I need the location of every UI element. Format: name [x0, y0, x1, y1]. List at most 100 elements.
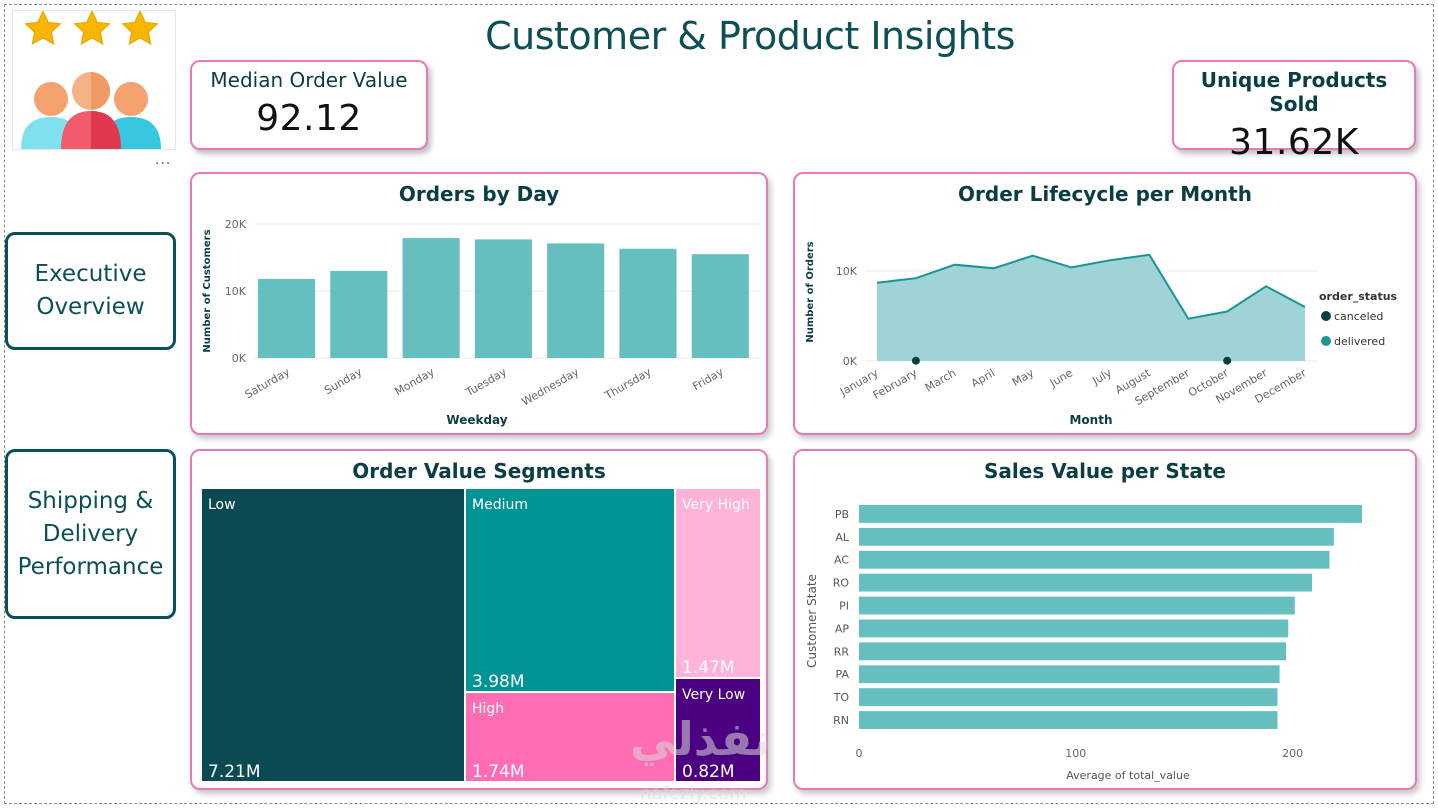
chart-title: Orders by Day	[398, 182, 560, 206]
legend-label[interactable]: delivered	[1334, 335, 1385, 348]
canceled-point[interactable]	[1223, 356, 1232, 365]
treemap-label: Low	[208, 497, 236, 513]
stars-and-people-icon	[21, 9, 161, 149]
x-tick-label: Monday	[393, 365, 438, 398]
logo	[12, 9, 176, 150]
treemap-value: 3.98M	[472, 672, 525, 692]
sales-value-per-state-card: Sales Value per State PB AL AC RO PI AP RR PA TO…	[793, 449, 1417, 790]
bar[interactable]	[330, 270, 388, 358]
x-tick-label: February	[871, 366, 920, 402]
y-tick-label: 0K	[843, 355, 858, 368]
treemap-label: Very High	[682, 497, 750, 513]
y-tick-label: 10K	[225, 285, 247, 298]
star-icon	[121, 9, 159, 46]
nav-executive-overview-button[interactable]: Executive Overview	[5, 232, 176, 350]
bar[interactable]	[258, 278, 316, 358]
x-tick-label: Wednesday	[520, 365, 582, 408]
y-tick-label: AC	[834, 554, 849, 567]
y-tick-label: AL	[835, 531, 850, 544]
x-tick-label: April	[969, 366, 997, 390]
treemap-value: 7.21M	[208, 762, 261, 782]
x-tick-label: Tuesday	[463, 365, 510, 399]
legend-title: order_status	[1319, 290, 1398, 303]
kpi-median-order-value: Median Order Value 92.12	[190, 60, 428, 150]
kpi-value: 92.12	[256, 98, 362, 139]
x-tick-label: Thursday	[602, 365, 654, 403]
x-axis-label: Month	[1069, 413, 1112, 427]
x-tick-label: Saturday	[243, 365, 293, 401]
treemap-cell[interactable]	[466, 693, 674, 781]
nav-shipping-delivery-button[interactable]: Shipping & Delivery Performance	[5, 449, 176, 619]
bar[interactable]	[859, 688, 1278, 707]
page-title: Customer & Product Insights	[485, 14, 1015, 58]
chart-title: Order Value Segments	[352, 459, 606, 483]
kpi-label: Unique Products Sold	[1200, 68, 1388, 116]
treemap-value: 1.47M	[682, 658, 735, 678]
canceled-point[interactable]	[911, 356, 920, 365]
line-delivered[interactable]	[876, 253, 1306, 320]
treemap-label: Very Low	[682, 687, 745, 703]
y-axis-label: Customer State	[805, 574, 819, 668]
bar[interactable]	[859, 711, 1278, 729]
kpi-unique-products-sold: Unique Products Sold 31.62K	[1172, 60, 1416, 163]
y-axis-label: Number of Orders	[805, 241, 816, 342]
orders-by-day-chart: 0K 10K 20K Saturday Sunday Monday Tuesday Wedne…	[202, 218, 760, 427]
treemap-label: Medium	[472, 497, 528, 513]
legend-marker[interactable]	[1321, 311, 1331, 321]
y-tick-label: 0K	[232, 352, 247, 365]
y-axis-label: Number of Customers	[202, 229, 213, 352]
more-options-icon[interactable]: ...	[155, 152, 172, 168]
y-tick-label: TO	[833, 691, 850, 704]
x-tick-label: 0	[856, 747, 863, 760]
x-tick-label: 100	[1065, 747, 1086, 760]
bar[interactable]	[859, 596, 1295, 615]
order-lifecycle-card: Order Lifecycle per Month 0K 10K January Fe…	[793, 172, 1417, 435]
chart-title: Order Lifecycle per Month	[958, 182, 1252, 206]
chart-title: Sales Value per State	[984, 459, 1226, 483]
watermark-url: nafezly.com	[640, 783, 747, 804]
legend-marker[interactable]	[1321, 336, 1331, 346]
x-tick-label: June	[1047, 366, 1075, 390]
x-axis-label: Weekday	[446, 413, 507, 427]
bar[interactable]	[859, 550, 1330, 569]
bar[interactable]	[547, 243, 605, 358]
y-tick-label: PA	[836, 668, 850, 681]
legend-label[interactable]: canceled	[1334, 310, 1383, 323]
y-tick-label: 10K	[836, 265, 858, 278]
order-value-treemap: Low 7.21M Medium 3.98M Very High 1.47M High 1.7…	[202, 489, 760, 782]
bar[interactable]	[859, 573, 1313, 592]
treemap-cell[interactable]	[676, 679, 760, 781]
bar[interactable]	[474, 239, 532, 358]
bar[interactable]	[402, 238, 460, 358]
bar[interactable]	[859, 505, 1362, 523]
y-tick-label: PI	[839, 600, 849, 613]
bar[interactable]	[619, 248, 677, 358]
orders-by-day-card: Orders by Day 0K 10K 20K Saturday Sunday Mond…	[190, 172, 768, 435]
x-tick-label: May	[1010, 366, 1037, 389]
bar[interactable]	[691, 254, 749, 358]
treemap-value: 1.74M	[472, 762, 525, 782]
x-axis-label: Average of total_value	[1066, 769, 1190, 782]
bar[interactable]	[859, 665, 1280, 684]
treemap-label: High	[472, 701, 504, 717]
page-frame	[4, 4, 1434, 804]
x-tick-label: Friday	[690, 365, 726, 393]
bar[interactable]	[859, 527, 1334, 546]
y-tick-label: 20K	[225, 218, 247, 231]
bar[interactable]	[859, 642, 1287, 661]
star-icon	[73, 9, 111, 46]
kpi-value: 31.62K	[1229, 122, 1359, 163]
area-delivered[interactable]	[877, 254, 1305, 361]
treemap-cell[interactable]	[676, 489, 760, 677]
bar[interactable]	[859, 619, 1289, 638]
x-tick-label: July	[1089, 366, 1114, 388]
y-tick-label: RR	[834, 645, 850, 658]
y-tick-label: RN	[833, 714, 849, 727]
treemap-cell[interactable]	[466, 489, 674, 691]
star-icon	[24, 9, 62, 46]
watermark: نفذلي	[630, 712, 771, 766]
x-tick-label: 200	[1282, 747, 1303, 760]
x-tick-label: March	[923, 366, 959, 394]
treemap-cell[interactable]	[202, 489, 464, 781]
